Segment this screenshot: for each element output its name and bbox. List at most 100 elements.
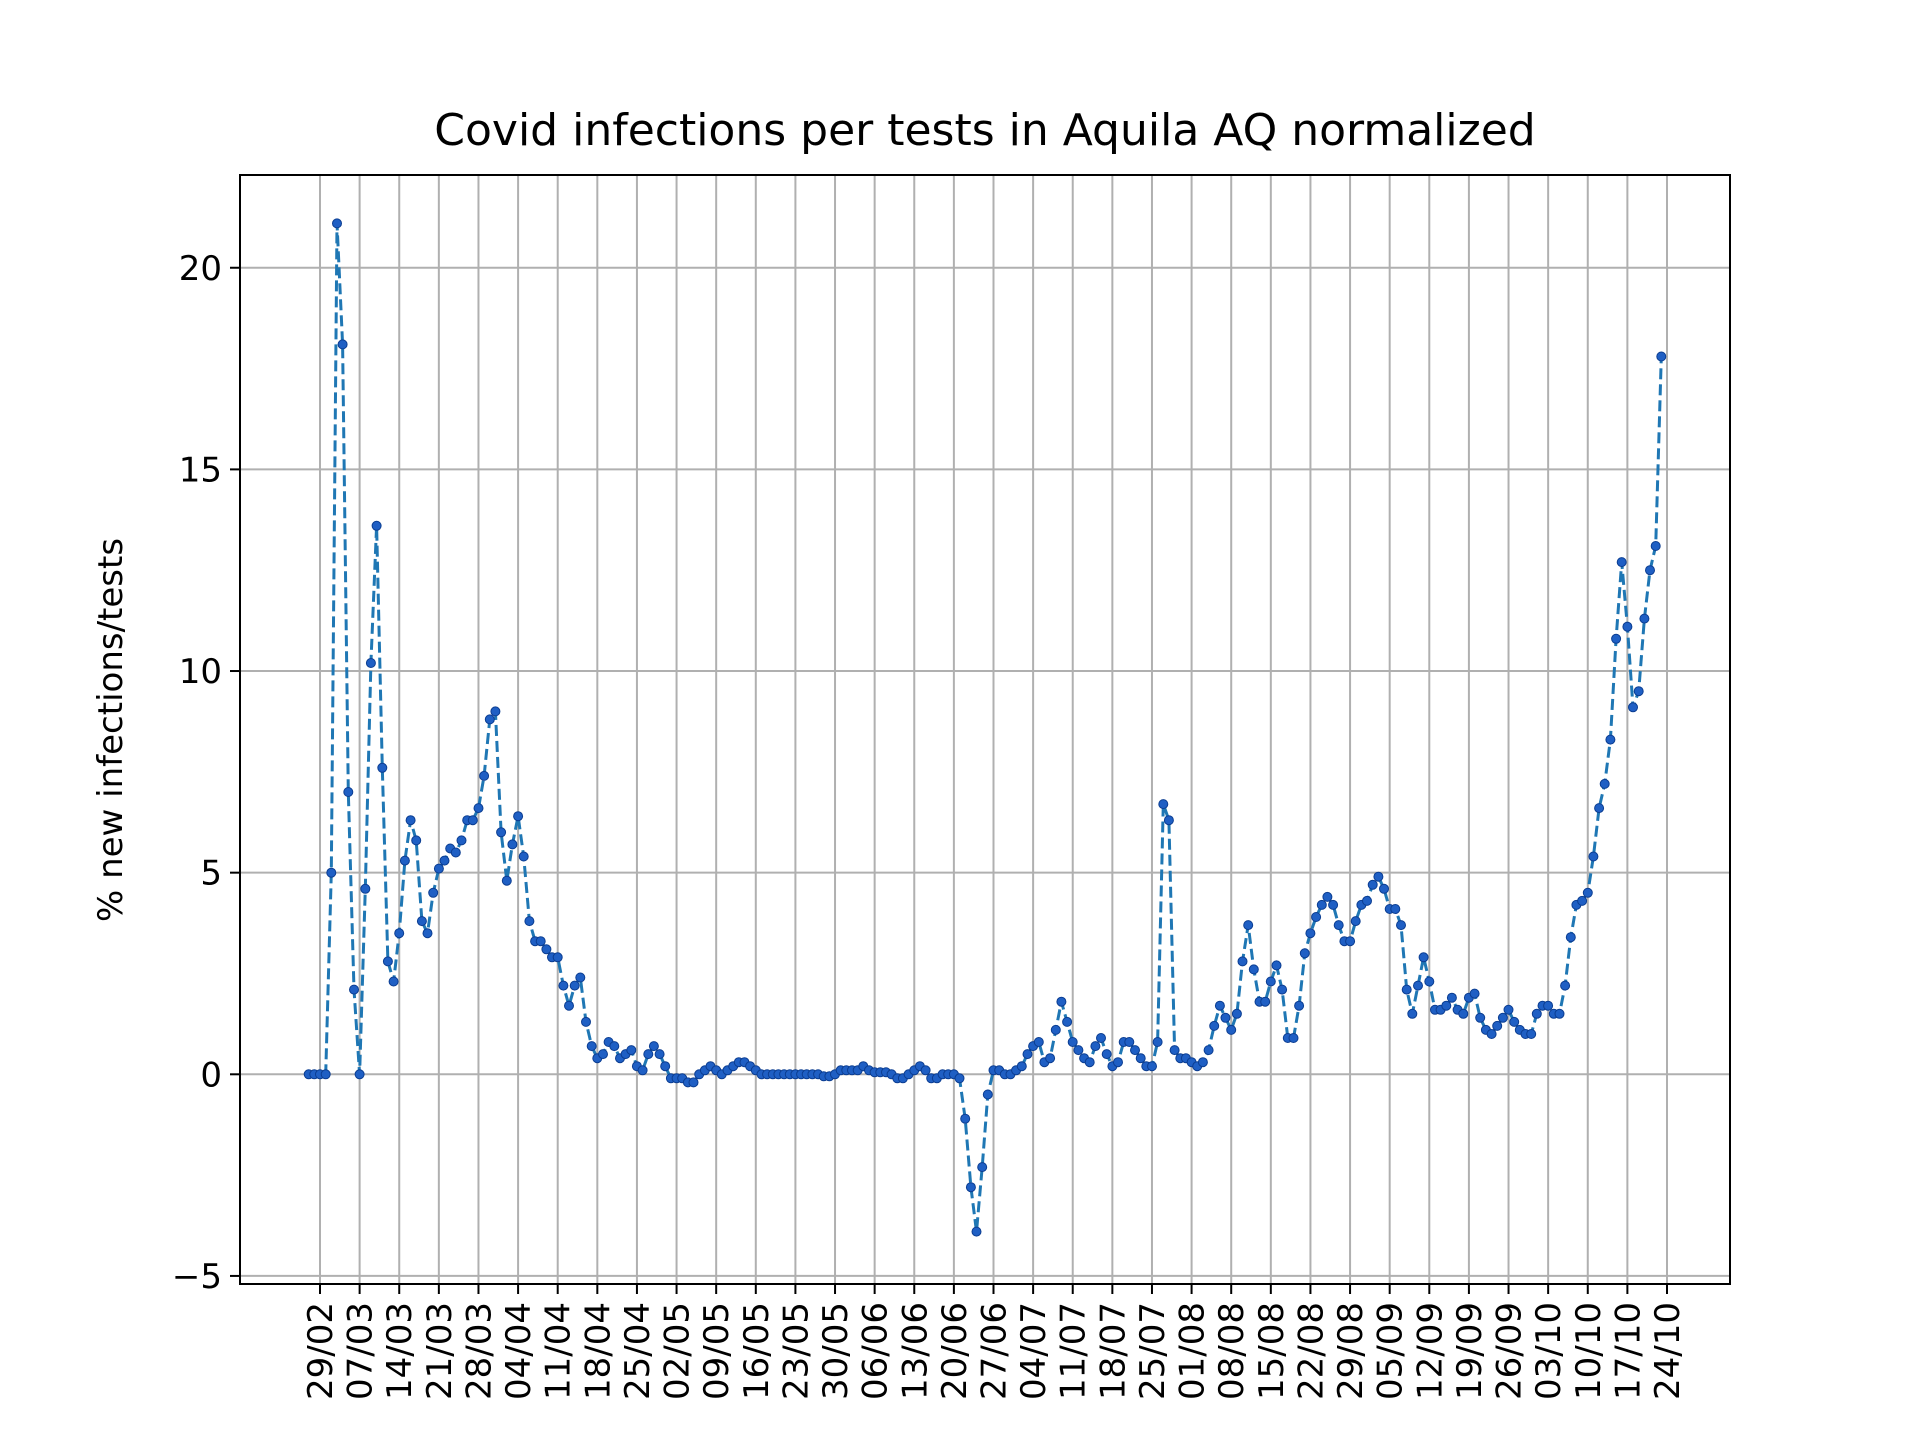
data-point xyxy=(377,762,388,773)
data-point xyxy=(1611,633,1622,644)
data-point xyxy=(1526,1029,1537,1039)
data-point xyxy=(1605,734,1616,745)
x-tick-label: 04/04 xyxy=(499,1302,539,1400)
data-point xyxy=(1599,778,1610,789)
x-tick-label: 16/05 xyxy=(737,1302,777,1400)
x-tick-label: 25/07 xyxy=(1133,1302,1173,1400)
data-point xyxy=(1084,1057,1095,1068)
y-tick-label: 20 xyxy=(179,249,222,289)
data-point xyxy=(524,916,535,927)
data-point xyxy=(1209,1020,1220,1031)
data-point xyxy=(1056,996,1067,1007)
x-tick-label: 10/10 xyxy=(1569,1302,1609,1400)
data-point xyxy=(564,1000,574,1011)
data-point xyxy=(479,770,490,781)
x-tick-label: 29/02 xyxy=(301,1302,341,1400)
x-tick-label: 14/03 xyxy=(380,1302,420,1400)
data-point xyxy=(1560,980,1571,991)
data-point xyxy=(1565,932,1576,943)
data-point xyxy=(1231,1008,1242,1019)
data-point xyxy=(513,811,524,822)
data-point xyxy=(1073,1045,1084,1056)
x-tick-label: 08/08 xyxy=(1212,1302,1252,1400)
data-point xyxy=(558,980,569,991)
data-point xyxy=(1050,1024,1061,1035)
data-point xyxy=(1101,1049,1112,1060)
data-point xyxy=(1130,1045,1140,1056)
data-point xyxy=(1543,1000,1554,1011)
data-point xyxy=(518,851,529,862)
data-point xyxy=(1407,1008,1418,1019)
data-point xyxy=(581,1016,591,1027)
data-point xyxy=(354,1069,365,1080)
data-point xyxy=(1124,1037,1135,1047)
x-tick-label: 13/06 xyxy=(895,1302,935,1400)
data-point xyxy=(1401,984,1412,995)
data-point xyxy=(643,1049,654,1060)
data-point xyxy=(382,956,393,967)
data-point xyxy=(467,815,478,826)
x-tick-label: 11/04 xyxy=(539,1302,579,1400)
data-point xyxy=(982,1089,993,1100)
data-point xyxy=(371,520,382,531)
data-point xyxy=(648,1041,659,1052)
y-axis-label: % new infections/tests xyxy=(91,538,131,922)
data-point xyxy=(1152,1037,1163,1047)
data-point xyxy=(1062,1016,1073,1027)
data-point xyxy=(1531,1008,1542,1019)
data-point xyxy=(965,1182,976,1193)
data-point xyxy=(360,883,371,894)
data-point xyxy=(1197,1057,1208,1068)
data-point xyxy=(456,835,467,846)
data-point xyxy=(1362,895,1372,906)
data-point xyxy=(1379,883,1389,894)
data-point xyxy=(501,875,512,886)
data-point xyxy=(473,803,484,814)
x-tick-label: 17/10 xyxy=(1608,1302,1648,1400)
data-point xyxy=(535,936,546,947)
data-point xyxy=(1628,702,1638,713)
x-tick-label: 11/07 xyxy=(1054,1302,1094,1400)
data-point xyxy=(1622,621,1633,632)
data-point xyxy=(1458,1008,1469,1019)
x-tick-label: 07/03 xyxy=(341,1302,381,1400)
data-point xyxy=(1497,1012,1508,1023)
x-tick-label: 28/03 xyxy=(459,1302,499,1400)
data-point xyxy=(569,980,580,991)
data-point xyxy=(1503,1004,1514,1015)
data-point xyxy=(1277,984,1288,995)
data-point xyxy=(954,1073,965,1084)
data-point xyxy=(1214,1000,1225,1011)
data-point xyxy=(1350,916,1361,927)
data-point xyxy=(1390,904,1401,914)
y-tick-label: 10 xyxy=(179,652,222,692)
data-point xyxy=(1582,887,1593,898)
y-tick-label: 15 xyxy=(179,450,222,490)
data-point xyxy=(1135,1053,1146,1064)
data-point xyxy=(575,972,586,983)
data-point xyxy=(496,827,507,838)
data-point xyxy=(1616,557,1627,568)
data-point xyxy=(971,1226,982,1237)
data-point xyxy=(1260,996,1271,1007)
data-point xyxy=(960,1113,971,1124)
data-point xyxy=(1203,1045,1214,1056)
data-point xyxy=(1045,1053,1056,1064)
data-point xyxy=(416,916,427,927)
data-point xyxy=(1475,1012,1486,1023)
x-tick-label: 19/09 xyxy=(1450,1302,1490,1400)
data-point xyxy=(1650,541,1661,551)
data-point xyxy=(433,863,444,874)
data-point xyxy=(507,839,518,850)
x-tick-label: 27/06 xyxy=(975,1302,1015,1400)
data-point xyxy=(1639,613,1650,624)
data-point xyxy=(1492,1020,1503,1031)
data-point xyxy=(1237,956,1248,967)
x-tick-label: 01/08 xyxy=(1173,1302,1213,1400)
data-point xyxy=(428,887,439,898)
plot-frame xyxy=(239,174,1731,1285)
x-tick-label: 26/09 xyxy=(1490,1302,1530,1400)
data-point xyxy=(1096,1033,1106,1043)
